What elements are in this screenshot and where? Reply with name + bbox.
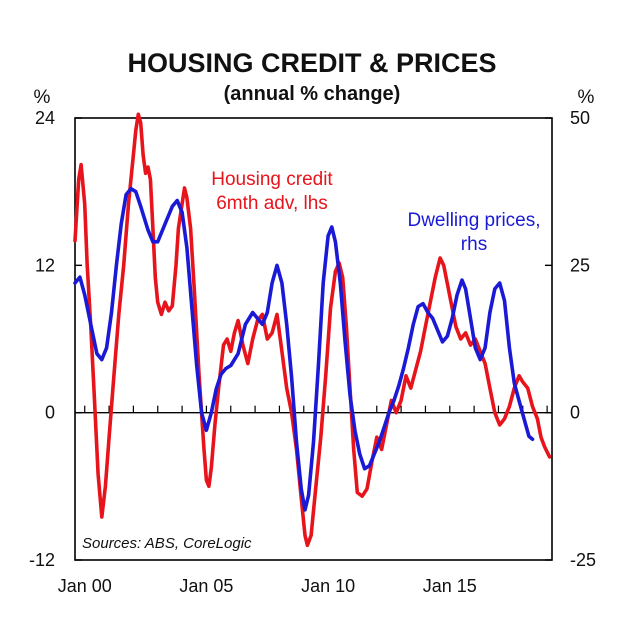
plot-area: -12 0 12 24 -25 0 25 50 Jan 00 Jan 05 Jan 10 Jan 15… [29, 108, 596, 596]
right-tick-label: 0 [570, 403, 580, 423]
left-tick-label: -12 [29, 550, 55, 570]
x-tick-label: Jan 10 [301, 576, 355, 596]
source-note: Sources: ABS, CoreLogic [82, 535, 252, 552]
left-tick-label: 0 [45, 403, 55, 423]
left-tick-label: 12 [35, 255, 55, 275]
chart-subtitle: (annual % change) [224, 83, 401, 105]
x-tick-label: Jan 00 [58, 576, 112, 596]
plot-frame [74, 117, 553, 561]
left-tick-label: 24 [35, 108, 55, 128]
series-label-dwelling-prices: rhs [461, 234, 487, 255]
x-tick-label: Jan 15 [423, 576, 477, 596]
series-label-housing-credit: 6mth adv, lhs [216, 193, 328, 214]
series-dwelling-prices-line [73, 186, 535, 512]
right-axis-unit: % [578, 87, 595, 108]
right-tick-label: 25 [570, 255, 590, 275]
series-housing-credit-line [73, 112, 552, 548]
chart-title: HOUSING CREDIT & PRICES [127, 48, 496, 78]
right-tick-label: -25 [570, 550, 596, 570]
right-tick-label: 50 [570, 108, 590, 128]
x-tick-label: Jan 05 [179, 576, 233, 596]
series-label-dwelling-prices: Dwelling prices, [407, 210, 540, 231]
series-label-housing-credit: Housing credit [211, 169, 333, 190]
left-axis-unit: % [34, 87, 51, 108]
